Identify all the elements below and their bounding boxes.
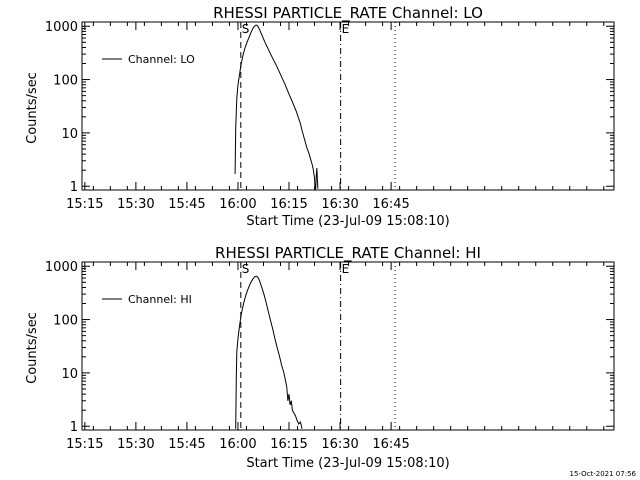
chart-title: RHESSI PARTICLE_RATE Channel: HI xyxy=(215,244,481,263)
x-tick-label: 15:30 xyxy=(117,437,154,452)
y-tick-label: 1000 xyxy=(45,20,78,35)
chart-title: RHESSI PARTICLE_RATE Channel: LO xyxy=(213,4,483,23)
hi-channel-panel: RHESSI PARTICLE_RATE Channel: HI Start T… xyxy=(25,244,615,471)
x-axis-label: Start Time (23-Jul-09 15:08:10) xyxy=(246,456,449,471)
event-marker-label: E xyxy=(342,262,350,276)
x-tick-label: 15:45 xyxy=(168,197,205,212)
x-tick-label: 15:15 xyxy=(66,197,103,212)
y-tick-label: 100 xyxy=(53,314,78,329)
lo-channel-panel: RHESSI PARTICLE_RATE Channel: LO Start T… xyxy=(25,4,615,229)
y-tick-label: 100 xyxy=(53,74,78,89)
x-tick-label: 16:45 xyxy=(372,197,409,212)
y-tick-label: 10 xyxy=(61,127,78,142)
x-tick-label: 15:15 xyxy=(66,437,103,452)
y-axis-label: Counts/sec xyxy=(25,312,40,384)
x-axis-label: Start Time (23-Jul-09 15:08:10) xyxy=(246,214,449,229)
footer-timestamp: 15-Oct-2021 07:56 xyxy=(570,470,637,478)
y-tick-label: 1 xyxy=(70,420,78,435)
x-tick-label: 15:45 xyxy=(168,437,205,452)
axis-ticks: 1 10 100 1000 15:15 15:30 15:45 16:00 16:15 16:30… xyxy=(45,260,614,452)
event-marker-label: S xyxy=(242,22,250,36)
x-tick-label: 16:45 xyxy=(372,437,409,452)
y-tick-label: 10 xyxy=(61,367,78,382)
y-tick-label: 1 xyxy=(70,180,78,195)
legend-label: Channel: HI xyxy=(128,293,192,306)
x-tick-label: 16:30 xyxy=(321,437,358,452)
event-marker-label: E xyxy=(342,22,350,36)
y-tick-label: 1000 xyxy=(45,260,78,275)
y-axis-label: Counts/sec xyxy=(25,72,40,144)
plot-frame xyxy=(81,261,615,431)
series-line-hi xyxy=(235,275,303,429)
x-tick-label: 16:15 xyxy=(270,437,307,452)
event-marker-label: S xyxy=(242,262,250,276)
x-tick-label: 16:30 xyxy=(321,197,358,212)
plot-frame xyxy=(81,21,615,191)
x-tick-label: 16:00 xyxy=(219,197,256,212)
x-tick-label: 16:15 xyxy=(270,197,307,212)
x-tick-label: 15:30 xyxy=(117,197,154,212)
x-tick-label: 16:00 xyxy=(219,437,256,452)
axis-ticks: 1 10 100 1000 15:15 15:30 15:45 16:00 16:15 16:30… xyxy=(45,20,614,212)
series-line-lo xyxy=(234,24,319,190)
legend-label: Channel: LO xyxy=(128,53,195,66)
